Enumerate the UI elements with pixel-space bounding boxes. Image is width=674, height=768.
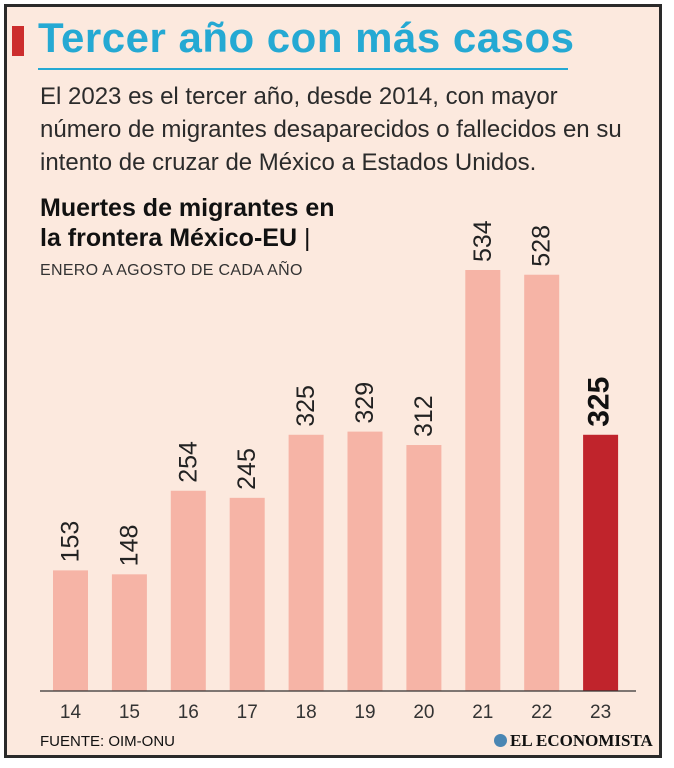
x-tick-18: 18 bbox=[296, 702, 317, 723]
bar-17 bbox=[229, 497, 265, 691]
brand-name: EL ECONOMISTA bbox=[510, 731, 653, 750]
bar-23 bbox=[583, 434, 619, 691]
chart-title: Muertes de migrantes en la frontera Méxi… bbox=[40, 193, 335, 253]
chart-title-line2-text: la frontera México-EU bbox=[40, 224, 298, 252]
bar-22 bbox=[524, 274, 560, 691]
value-label-17: 245 bbox=[233, 448, 261, 490]
value-label-20: 312 bbox=[410, 395, 438, 437]
title-accent-bar bbox=[12, 26, 24, 56]
chart-title-separator: | bbox=[303, 224, 311, 252]
value-label-22: 528 bbox=[528, 225, 556, 267]
x-tick-23: 23 bbox=[590, 702, 611, 723]
bar-18 bbox=[288, 434, 324, 691]
title-underline bbox=[38, 68, 568, 70]
source-note: FUENTE: OIM-ONU bbox=[40, 733, 175, 750]
x-tick-15: 15 bbox=[119, 702, 140, 723]
value-label-15: 148 bbox=[115, 525, 143, 567]
chart-subtitle: ENERO A AGOSTO DE CADA AÑO bbox=[40, 262, 303, 279]
chart-title-line2: la frontera México-EU | bbox=[40, 223, 335, 253]
x-tick-21: 21 bbox=[472, 702, 493, 723]
chart-title-line1: Muertes de migrantes en bbox=[40, 194, 335, 222]
bar-15 bbox=[111, 574, 147, 691]
brand-globe-icon bbox=[494, 734, 507, 747]
page-subtitle: El 2023 es el tercer año, desde 2014, co… bbox=[40, 83, 622, 176]
x-tick-14: 14 bbox=[60, 702, 82, 723]
x-tick-16: 16 bbox=[178, 702, 199, 723]
bar-14 bbox=[53, 570, 88, 691]
value-label-21: 534 bbox=[469, 220, 497, 262]
bar-16 bbox=[170, 490, 206, 691]
x-tick-19: 19 bbox=[354, 702, 375, 723]
bar-19 bbox=[347, 431, 383, 691]
bar-21 bbox=[465, 270, 501, 691]
bar-20 bbox=[406, 445, 442, 691]
value-label-14: 153 bbox=[57, 521, 85, 563]
value-label-23: 325 bbox=[583, 377, 616, 427]
value-label-19: 329 bbox=[351, 382, 379, 424]
x-tick-20: 20 bbox=[413, 702, 434, 723]
x-tick-22: 22 bbox=[531, 702, 552, 723]
value-label-18: 325 bbox=[292, 385, 320, 427]
page-title: Tercer año con más casos bbox=[38, 14, 575, 61]
x-tick-17: 17 bbox=[237, 702, 258, 723]
value-label-16: 254 bbox=[174, 441, 202, 483]
brand-logo: EL ECONOMISTA bbox=[494, 731, 653, 751]
